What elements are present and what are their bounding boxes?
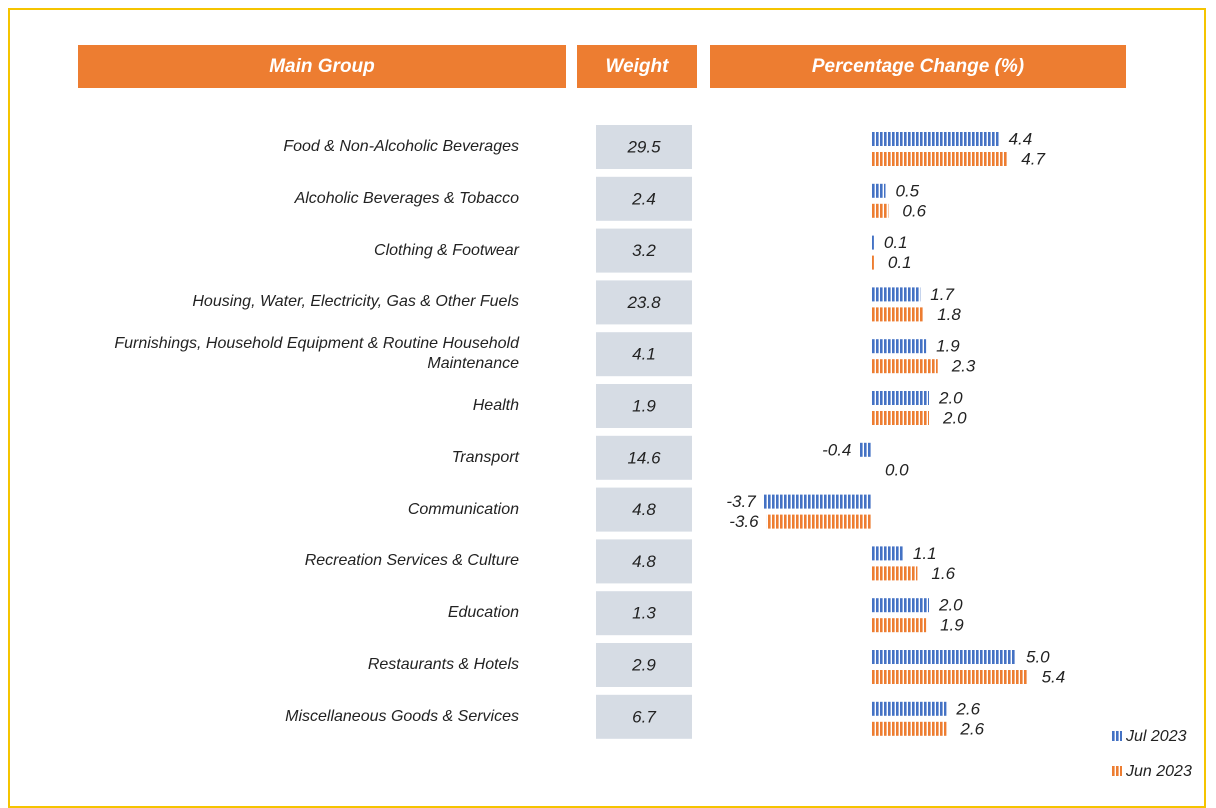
weight-box bbox=[596, 384, 692, 428]
weight-box bbox=[596, 280, 692, 325]
value-label: 0.5 bbox=[896, 181, 920, 200]
weight-value: 1.3 bbox=[632, 604, 656, 623]
value-label: -0.4 bbox=[822, 440, 851, 459]
value-label: 2.0 bbox=[938, 596, 963, 615]
weight-box bbox=[596, 591, 692, 636]
bar bbox=[871, 359, 938, 374]
header-bar bbox=[710, 45, 1126, 88]
weight-value: 4.8 bbox=[632, 500, 656, 519]
value-label: 0.1 bbox=[888, 253, 912, 272]
category-label: Restaurants & Hotels bbox=[367, 656, 519, 673]
bar bbox=[871, 183, 886, 198]
bar bbox=[871, 701, 947, 716]
category-label: Communication bbox=[407, 500, 519, 518]
category-label: Food & Non-Alcoholic Beverages bbox=[283, 138, 519, 155]
value-label: 4.7 bbox=[1021, 149, 1045, 168]
legend-swatch bbox=[1112, 766, 1122, 776]
value-label: 2.0 bbox=[942, 408, 967, 427]
bar bbox=[871, 546, 903, 561]
bar bbox=[871, 721, 947, 736]
weight-box bbox=[596, 694, 692, 739]
bar bbox=[871, 287, 921, 302]
bar bbox=[871, 307, 924, 322]
weight-value: 14.6 bbox=[627, 448, 661, 467]
value-label: 5.4 bbox=[1042, 667, 1066, 686]
category-label: Recreation Services & Culture bbox=[304, 552, 519, 570]
weight-value: 6.7 bbox=[632, 707, 656, 726]
legend-swatch bbox=[1112, 731, 1122, 741]
value-label: 1.6 bbox=[931, 564, 955, 583]
header-bar bbox=[577, 45, 697, 88]
bar bbox=[871, 132, 999, 146]
bar bbox=[871, 598, 929, 613]
weight-value: 1.9 bbox=[632, 396, 656, 415]
header-text: Main Group bbox=[269, 56, 375, 77]
bar bbox=[871, 235, 874, 250]
bar bbox=[871, 391, 929, 405]
legend-label: Jun 2023 bbox=[1125, 763, 1192, 780]
weight-box bbox=[596, 487, 692, 532]
weight-value: 4.8 bbox=[632, 552, 656, 571]
category-label: Furnishings, Household Equipment & Routi… bbox=[114, 335, 519, 373]
value-label: 0.1 bbox=[884, 233, 908, 252]
bar bbox=[763, 494, 871, 509]
bar bbox=[871, 618, 927, 633]
value-label: 2.6 bbox=[955, 699, 980, 718]
weight-box bbox=[596, 125, 692, 169]
value-label: 5.0 bbox=[1026, 647, 1050, 666]
value-label: 2.3 bbox=[951, 357, 976, 376]
value-label: -3.7 bbox=[726, 492, 756, 511]
weight-box bbox=[596, 228, 692, 273]
bar bbox=[871, 152, 1008, 166]
category-label: Health bbox=[472, 397, 519, 414]
value-label: 1.7 bbox=[930, 285, 954, 304]
bar bbox=[871, 203, 889, 218]
value-label: 0.0 bbox=[885, 460, 909, 479]
value-label: 2.0 bbox=[938, 388, 963, 407]
category-label: Alcoholic Beverages & Tobacco bbox=[294, 189, 519, 207]
bar bbox=[871, 411, 929, 425]
weight-box bbox=[596, 435, 692, 480]
value-label: -3.6 bbox=[729, 512, 759, 531]
category-label: Housing, Water, Electricity, Gas & Other… bbox=[192, 293, 519, 311]
weight-value: 3.2 bbox=[632, 241, 656, 260]
value-label: 0.6 bbox=[902, 201, 926, 220]
value-label: 1.8 bbox=[937, 305, 961, 324]
category-label: Transport bbox=[451, 448, 519, 466]
category-label: Education bbox=[447, 604, 519, 622]
weight-value: 23.8 bbox=[626, 293, 661, 312]
value-label: 2.6 bbox=[959, 719, 984, 738]
bar bbox=[871, 255, 874, 270]
category-label: Clothing & Footwear bbox=[374, 241, 519, 259]
weight-value: 29.5 bbox=[626, 137, 661, 156]
bar bbox=[766, 514, 871, 529]
legend-label: Jul 2023 bbox=[1125, 728, 1187, 745]
value-label: 1.1 bbox=[913, 544, 937, 563]
bar bbox=[871, 670, 1028, 684]
value-label: 1.9 bbox=[936, 337, 960, 356]
weight-value: 2.9 bbox=[631, 655, 656, 674]
value-label: 1.9 bbox=[940, 616, 964, 635]
header-bar bbox=[78, 45, 566, 88]
weight-box bbox=[596, 539, 692, 584]
bar bbox=[871, 339, 927, 354]
weight-value: 2.4 bbox=[631, 189, 656, 208]
category-label: Miscellaneous Goods & Services bbox=[285, 707, 519, 725]
header-text: Percentage Change (%) bbox=[812, 56, 1024, 77]
bar bbox=[871, 566, 918, 581]
weight-box bbox=[596, 643, 692, 687]
value-label: 4.4 bbox=[1009, 129, 1033, 148]
header-text: Weight bbox=[606, 56, 670, 77]
bar bbox=[859, 442, 871, 457]
weight-box bbox=[596, 176, 692, 221]
bar bbox=[871, 650, 1016, 664]
weight-value: 4.1 bbox=[632, 345, 656, 364]
weight-box bbox=[596, 332, 692, 377]
